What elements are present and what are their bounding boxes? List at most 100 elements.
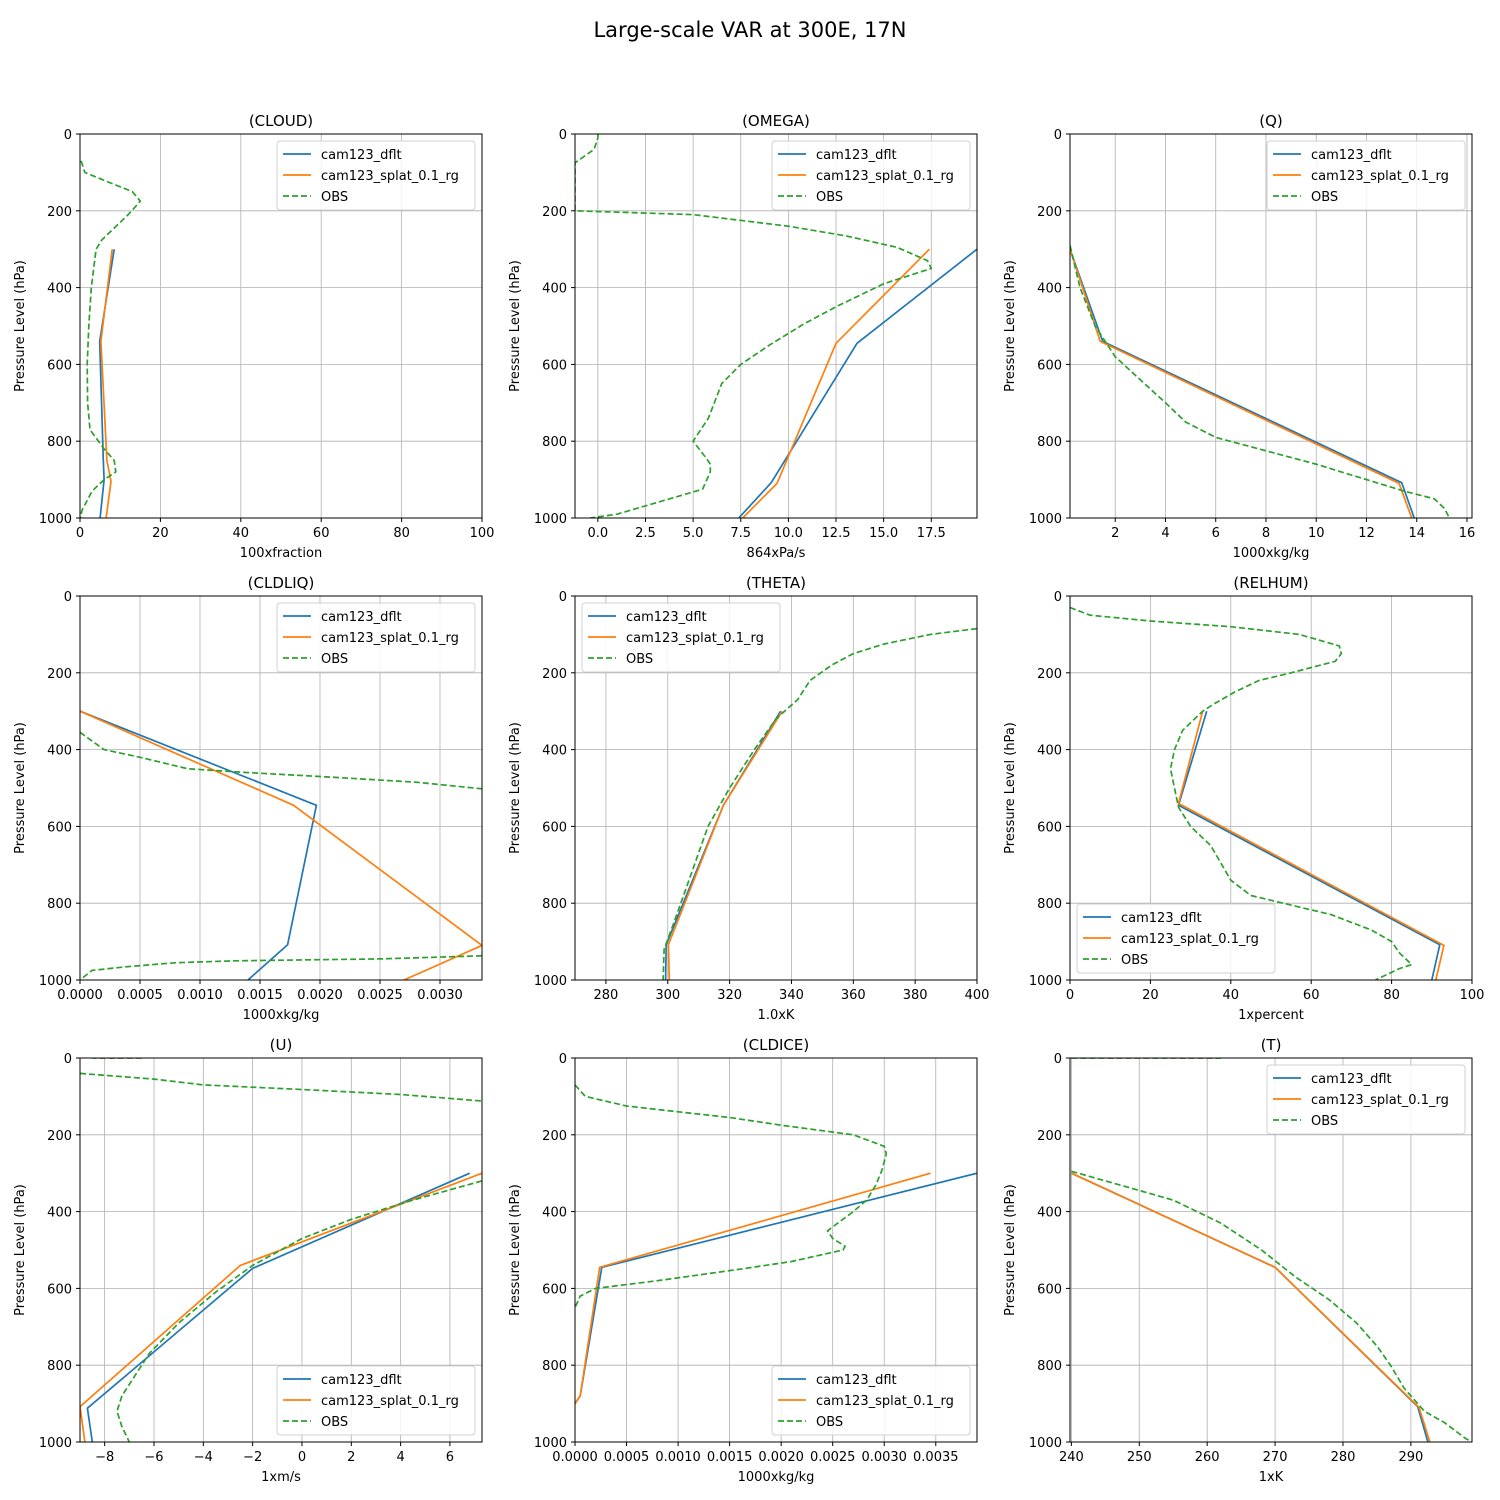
series-line-obs: [80, 1072, 482, 1102]
series-line-obs: [1071, 1170, 1472, 1442]
y-axis-label: Pressure Level (hPa): [1003, 260, 1018, 392]
y-axis-label: Pressure Level (hPa): [508, 1184, 523, 1316]
y-tick-label: 1000: [534, 512, 567, 527]
x-tick-label: 240: [1059, 1450, 1084, 1465]
y-tick-label: 400: [542, 744, 567, 759]
panel-title: (CLOUD): [249, 112, 313, 130]
y-tick-label: 800: [1037, 897, 1062, 912]
x-tick-label: 0.0000: [552, 1450, 598, 1465]
y-tick-label: 800: [1037, 1359, 1062, 1374]
x-tick-label: 0: [1066, 988, 1074, 1003]
series-line-cam123-splat-0-1-rg: [80, 1172, 482, 1442]
x-tick-label: 12: [1358, 526, 1375, 541]
x-tick-label: 0.0005: [604, 1450, 650, 1465]
y-tick-label: 0: [64, 590, 72, 605]
legend: cam123_dflt cam123_splat_0.1_rg OBS: [771, 140, 971, 211]
y-tick-label: 1000: [1029, 512, 1062, 527]
y-tick-label: 200: [47, 667, 72, 682]
x-tick-label: −8: [95, 1450, 114, 1465]
series-group: [662, 627, 977, 980]
legend-label: OBS: [321, 190, 348, 205]
x-tick-label: 100: [1460, 988, 1485, 1003]
panel-title: (CLDLIQ): [248, 574, 315, 592]
x-tick-label: 7.5: [730, 526, 751, 541]
y-tick-label: 800: [542, 897, 567, 912]
x-tick-label: 14: [1408, 526, 1425, 541]
x-tick-label: 340: [779, 988, 804, 1003]
x-tick-label: 0.0: [588, 526, 609, 541]
x-tick-label: 2: [347, 1450, 355, 1465]
x-tick-label: 20: [1142, 988, 1159, 1003]
legend-box: [1076, 903, 1276, 974]
series-group: [80, 1058, 482, 1442]
series-line-cam123-splat-0-1-rg: [1177, 710, 1445, 980]
legend-label: cam123_splat_0.1_rg: [626, 631, 764, 646]
legend-label: cam123_dflt: [1311, 1072, 1392, 1087]
x-tick-label: 100: [470, 526, 495, 541]
x-tick-label: 0.0030: [417, 988, 463, 1003]
legend-label: OBS: [626, 652, 653, 667]
y-tick-label: 1000: [39, 512, 72, 527]
series-group: [575, 134, 977, 518]
legend: cam123_dflt cam123_splat_0.1_rg OBS: [276, 602, 476, 673]
legend-label: OBS: [816, 1415, 843, 1430]
legend-label: cam123_splat_0.1_rg: [816, 169, 954, 184]
series-line-cam123-dflt: [86, 1172, 471, 1442]
y-tick-label: 600: [1037, 1282, 1062, 1297]
x-tick-label: 60: [313, 526, 330, 541]
y-tick-label: 400: [1037, 282, 1062, 297]
y-tick-label: 200: [542, 205, 567, 220]
y-tick-label: 400: [1037, 1206, 1062, 1221]
x-tick-label: 20: [152, 526, 169, 541]
x-tick-label: 15.0: [869, 526, 898, 541]
y-axis-label: Pressure Level (hPa): [1003, 722, 1018, 854]
y-axis-label: Pressure Level (hPa): [13, 260, 28, 392]
y-tick-label: 800: [47, 897, 72, 912]
x-tick-label: 0.0035: [913, 1450, 959, 1465]
y-tick-label: 600: [1037, 358, 1062, 373]
series-line-cam123-splat-0-1-rg: [80, 710, 482, 980]
series-group: [1070, 245, 1451, 518]
series-group: [575, 1084, 977, 1405]
y-tick-label: 400: [47, 282, 72, 297]
x-tick-label: 0: [76, 526, 84, 541]
legend-label: cam123_dflt: [321, 610, 402, 625]
panel-cldice: 0.0000 0.0005 0.0010 0.0015 0.0020 0.0025 0.00…: [508, 1036, 978, 1485]
legend-label: cam123_splat_0.1_rg: [321, 1394, 459, 1409]
series-line-cam123-dflt: [1070, 248, 1416, 518]
y-tick-label: 600: [542, 1282, 567, 1297]
series-group: [80, 710, 482, 980]
legend-box: [771, 140, 971, 211]
x-tick-label: 270: [1263, 1450, 1288, 1465]
series-line-obs: [662, 627, 977, 980]
panel-q: 2 4 6 8 10 12 14 16 0 200 400 600 800 1000 (Q) 1000xkg/…: [1003, 112, 1475, 561]
y-tick-label: 1000: [1029, 974, 1062, 989]
x-tick-label: 0.0020: [758, 1450, 804, 1465]
y-tick-label: 200: [47, 1129, 72, 1144]
panel-cldliq: 0.0000 0.0005 0.0010 0.0015 0.0020 0.0025 0.00…: [13, 574, 483, 1023]
y-tick-label: 1000: [534, 974, 567, 989]
y-tick-label: 600: [47, 358, 72, 373]
y-tick-label: 1000: [1029, 1436, 1062, 1451]
x-tick-label: 4: [396, 1450, 404, 1465]
y-tick-label: 0: [1054, 1052, 1062, 1067]
x-tick-label: 16: [1459, 526, 1476, 541]
legend-label: OBS: [1311, 1114, 1338, 1129]
x-tick-label: 0.0015: [707, 1450, 753, 1465]
axes-frame: [574, 595, 978, 981]
series-line-cam123-dflt: [738, 248, 977, 518]
legend-label: cam123_dflt: [816, 148, 897, 163]
panel-title: (CLDICE): [743, 1036, 809, 1054]
panels-container: 0 20 40 60 80 10002004006008001000(CLOUD)100x…: [13, 112, 1484, 1485]
y-tick-label: 0: [1054, 590, 1062, 605]
x-tick-label: 10.0: [774, 526, 803, 541]
x-tick-label: −6: [144, 1450, 163, 1465]
legend-box: [581, 602, 781, 673]
y-tick-label: 1000: [39, 974, 72, 989]
x-tick-label: 280: [594, 988, 619, 1003]
series-group: [1070, 606, 1445, 980]
series-line-obs: [80, 731, 482, 790]
legend-label: OBS: [321, 1415, 348, 1430]
axes-frame: [79, 1057, 483, 1443]
